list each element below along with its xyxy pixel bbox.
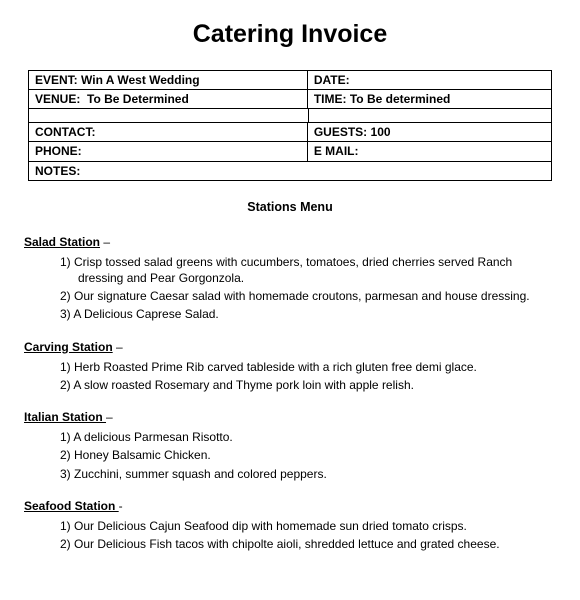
guests-value: 100 xyxy=(371,125,391,139)
station: Carving Station – 1) Herb Roasted Prime R… xyxy=(20,339,560,394)
event-value: Win A West Wedding xyxy=(81,73,200,87)
item-number: 1) xyxy=(60,360,74,374)
item-text: Crisp tossed salad greens with cucumbers… xyxy=(74,255,512,285)
spacer-right xyxy=(309,109,551,122)
station-items: 1) A delicious Parmesan Risotto. 2) Honey… xyxy=(24,429,560,482)
menu-item: 3) A Delicious Caprese Salad. xyxy=(60,306,560,322)
station-name: Italian Station xyxy=(24,410,106,424)
item-number: 1) xyxy=(60,255,74,269)
time-label: TIME: xyxy=(314,92,347,106)
email-label: E MAIL: xyxy=(314,144,359,158)
date-label: DATE: xyxy=(314,73,350,87)
station-dash: – xyxy=(113,340,123,354)
menu-item: 1) A delicious Parmesan Risotto. xyxy=(60,429,560,445)
page-title: Catering Invoice xyxy=(20,18,560,52)
menu-item: 2) Our signature Caesar salad with homem… xyxy=(60,288,560,304)
date-cell: DATE: xyxy=(308,71,551,89)
item-text: Herb Roasted Prime Rib carved tableside … xyxy=(74,360,477,374)
menu-item: 1) Crisp tossed salad greens with cucumb… xyxy=(60,254,560,286)
item-text: Our signature Caesar salad with homemade… xyxy=(74,289,530,303)
item-text: Honey Balsamic Chicken. xyxy=(74,448,211,462)
venue-value: To Be Determined xyxy=(87,92,189,106)
station-items: 1) Herb Roasted Prime Rib carved tablesi… xyxy=(24,359,560,393)
item-text: A slow roasted Rosemary and Thyme pork l… xyxy=(73,378,414,392)
station-name: Salad Station xyxy=(24,235,100,249)
event-cell: EVENT: Win A West Wedding xyxy=(29,71,308,89)
station: Seafood Station - 1) Our Delicious Cajun … xyxy=(20,498,560,553)
item-text: Our Delicious Cajun Seafood dip with hom… xyxy=(74,519,467,533)
item-number: 2) xyxy=(60,289,74,303)
station-dash: – xyxy=(106,410,113,424)
notes-label: NOTES: xyxy=(35,164,80,178)
contact-label: CONTACT: xyxy=(35,125,95,139)
guests-label: GUESTS: xyxy=(314,125,367,139)
phone-cell: PHONE: xyxy=(29,142,308,160)
menu-item: 1) Our Delicious Cajun Seafood dip with … xyxy=(60,518,560,534)
item-number: 3) xyxy=(60,467,74,481)
station-dash: – xyxy=(100,235,110,249)
item-text: Our Delicious Fish tacos with chipolte a… xyxy=(74,537,500,551)
station-name: Seafood Station xyxy=(24,499,119,513)
item-number: 2) xyxy=(60,448,74,462)
spacer-left xyxy=(29,109,309,122)
item-number: 3) xyxy=(60,307,73,321)
menu-item: 2) Honey Balsamic Chicken. xyxy=(60,447,560,463)
station: Salad Station – 1) Crisp tossed salad gre… xyxy=(20,234,560,323)
item-text: A delicious Parmesan Risotto. xyxy=(73,430,232,444)
event-label: EVENT: xyxy=(35,73,78,87)
item-number: 2) xyxy=(60,378,73,392)
menu-item: 2) Our Delicious Fish tacos with chipolt… xyxy=(60,536,560,552)
stations-container: Salad Station – 1) Crisp tossed salad gre… xyxy=(20,234,560,553)
item-text: A Delicious Caprese Salad. xyxy=(73,307,218,321)
item-number: 2) xyxy=(60,537,74,551)
menu-item: 1) Herb Roasted Prime Rib carved tablesi… xyxy=(60,359,560,375)
notes-cell: NOTES: xyxy=(29,162,551,180)
menu-item: 3) Zucchini, summer squash and colored p… xyxy=(60,466,560,482)
station-items: 1) Crisp tossed salad greens with cucumb… xyxy=(24,254,560,323)
time-value: To Be determined xyxy=(350,92,450,106)
menu-item: 2) A slow roasted Rosemary and Thyme por… xyxy=(60,377,560,393)
email-cell: E MAIL: xyxy=(308,142,551,160)
station-dash: - xyxy=(119,499,123,513)
venue-cell: VENUE: To Be Determined xyxy=(29,90,308,108)
station-items: 1) Our Delicious Cajun Seafood dip with … xyxy=(24,518,560,552)
item-number: 1) xyxy=(60,519,74,533)
menu-title: Stations Menu xyxy=(20,199,560,216)
venue-label: VENUE: xyxy=(35,92,80,106)
item-number: 1) xyxy=(60,430,73,444)
item-text: Zucchini, summer squash and colored pepp… xyxy=(74,467,327,481)
guests-cell: GUESTS: 100 xyxy=(308,123,551,141)
info-box: EVENT: Win A West Wedding DATE: VENUE: T… xyxy=(28,70,552,181)
contact-cell: CONTACT: xyxy=(29,123,308,141)
phone-label: PHONE: xyxy=(35,144,82,158)
time-cell: TIME: To Be determined xyxy=(308,90,551,108)
station-name: Carving Station xyxy=(24,340,113,354)
station: Italian Station – 1) A delicious Parmesan… xyxy=(20,409,560,482)
